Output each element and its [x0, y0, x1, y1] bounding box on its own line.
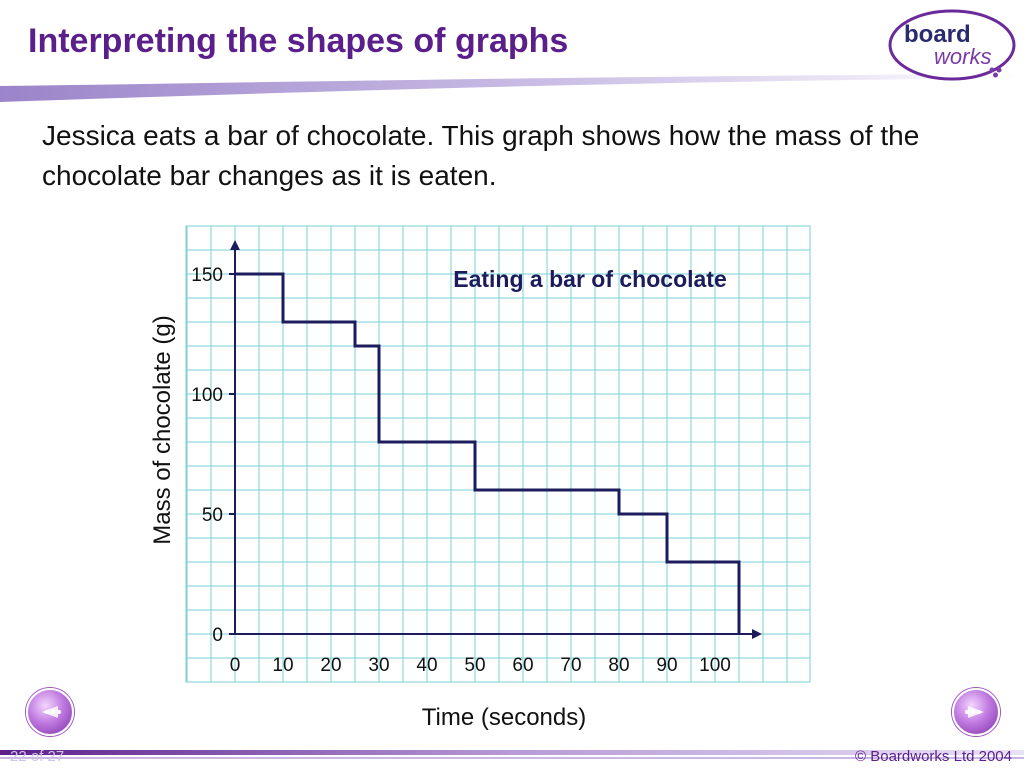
chart-title: Eating a bar of chocolate [453, 266, 727, 292]
x-tick-label: 0 [230, 655, 241, 676]
logo-text-top: board [904, 21, 971, 48]
x-tick-label: 30 [368, 655, 389, 676]
x-tick-label: 50 [464, 655, 485, 676]
x-tick-label: 90 [656, 655, 677, 676]
x-axis-arrowhead [752, 629, 762, 639]
logo-text-bottom: works [934, 44, 991, 69]
left-arrow-icon [42, 706, 61, 718]
y-tick-label: 0 [212, 625, 223, 646]
x-axis-label: Time (seconds) [422, 704, 586, 731]
y-axis-arrowhead [230, 240, 240, 250]
copyright-notice: © Boardworks Ltd 2004 [855, 748, 1012, 765]
x-tick-label: 10 [272, 655, 293, 676]
x-tick-label: 20 [320, 655, 341, 676]
y-axis-label: Mass of chocolate (g) [149, 315, 176, 544]
x-tick-label: 100 [699, 655, 731, 676]
x-tick-label: 70 [560, 655, 581, 676]
y-tick-label: 50 [202, 505, 223, 526]
right-arrow-icon [965, 706, 984, 718]
intro-paragraph: Jessica eats a bar of chocolate. This gr… [42, 120, 920, 191]
mass-step-line [235, 272, 741, 634]
x-tick-label: 60 [512, 655, 533, 676]
boardworks-logo: board works [888, 9, 1016, 81]
footer-bar [0, 750, 1024, 759]
x-tick-label: 80 [608, 655, 629, 676]
slide-counter: 22 of 27 [10, 748, 65, 765]
chart-grid-frame [185, 225, 811, 683]
x-tick-label: 40 [416, 655, 437, 676]
y-tick-label: 150 [191, 265, 223, 286]
page-title: Interpreting the shapes of graphs [28, 22, 569, 60]
y-tick-label: 100 [191, 385, 223, 406]
previous-slide-button[interactable] [26, 688, 74, 736]
title-underline [0, 74, 1024, 102]
next-slide-button[interactable] [952, 688, 1000, 736]
